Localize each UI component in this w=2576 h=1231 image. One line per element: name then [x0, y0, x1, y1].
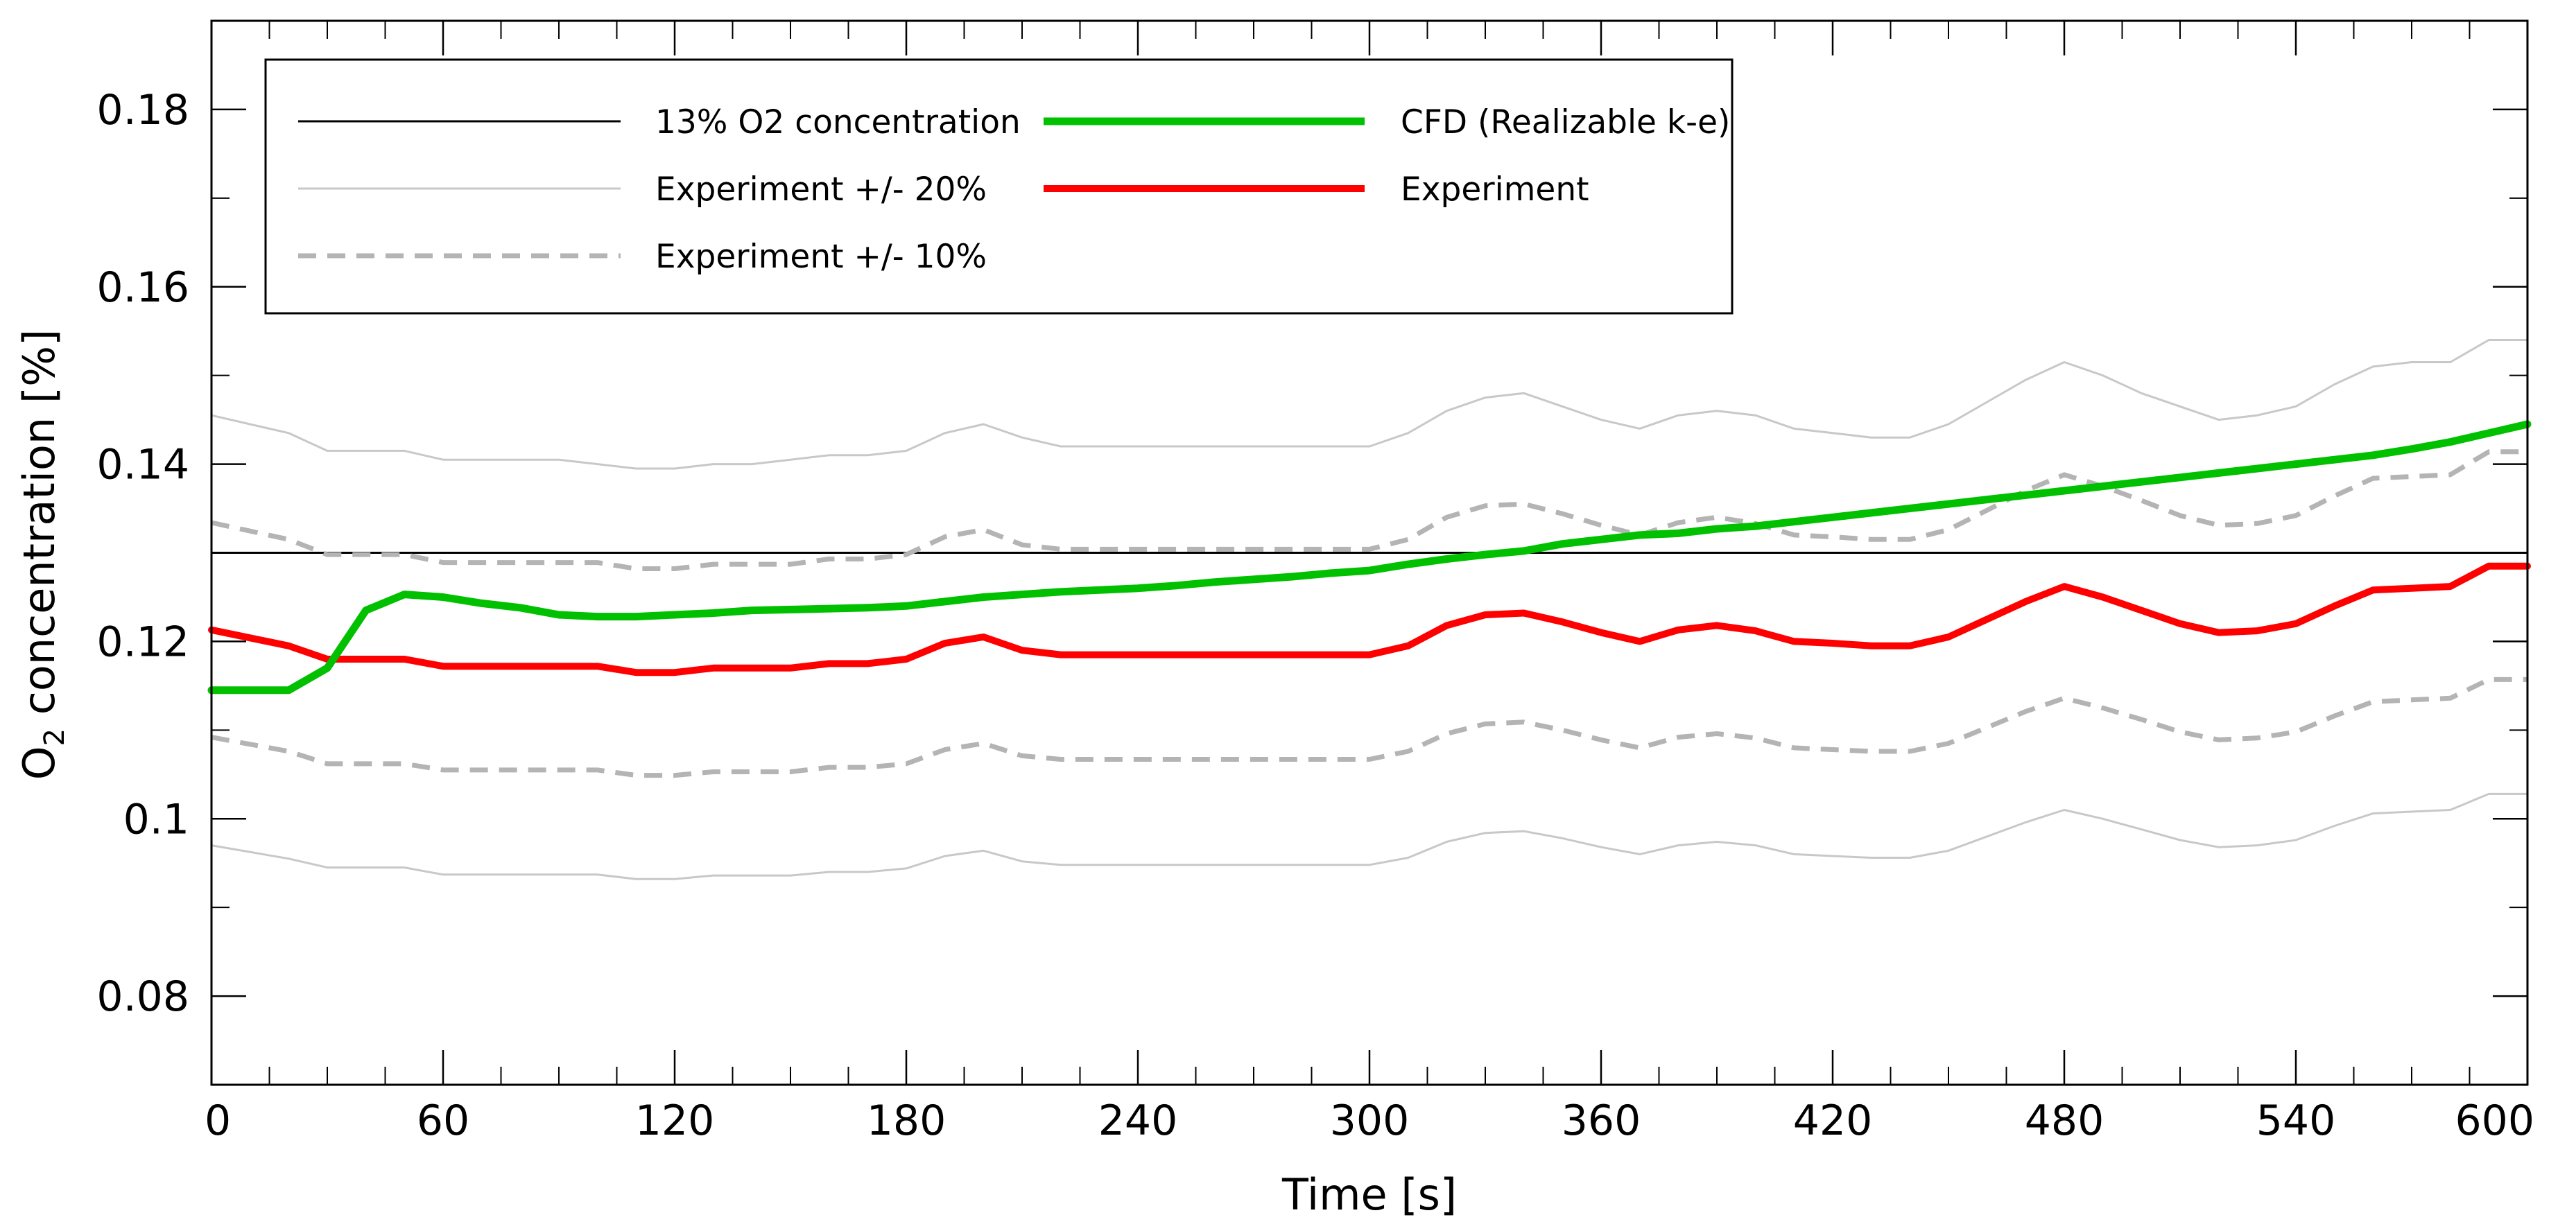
y-axis-title-subscript: 2	[39, 728, 71, 746]
legend-label-cfd-realizable-k-e: CFD (Realizable k-e)	[1401, 103, 1730, 141]
y-tick-label: 0.12	[96, 618, 189, 666]
ticks-layer	[210, 21, 2529, 1085]
tick-labels-layer: 0.08 0.1 0.12 0.14 0.16 0.18 0 60 120 180 240 300 36…	[96, 86, 2534, 1145]
legend-items: 13% O2 concentration Experiment +/- 20% Ex…	[298, 103, 1730, 276]
y-axis-title: O2 concentration [%]	[14, 329, 71, 780]
y-tick-label: 0.16	[96, 263, 189, 312]
series-experiment-10-upper	[211, 449, 2527, 571]
x-tick-label: 420	[1793, 1097, 1873, 1145]
y-axis-title-rest: concentration [%]	[14, 329, 64, 728]
legend-box	[264, 58, 1734, 315]
series-cfd-realizable-k-e	[207, 420, 2532, 695]
series-layer	[207, 339, 2532, 880]
series-experiment-20-lower	[211, 792, 2527, 880]
legend-label-experiment: Experiment	[1401, 171, 1589, 209]
x-tick-label: 0	[205, 1097, 231, 1145]
legend: 13% O2 concentration Experiment +/- 20% Ex…	[264, 58, 1734, 315]
x-axis-title: Time [s]	[1281, 1169, 1457, 1220]
series-experiment-10-lower	[211, 676, 2527, 778]
legend-label-13-o2-concentration: 13% O2 concentration	[655, 103, 1021, 141]
y-axis-title-base: O	[14, 746, 64, 780]
y-tick-label: 0.18	[96, 86, 189, 134]
x-tick-label: 600	[2455, 1097, 2534, 1145]
y-tick-label: 0.14	[96, 441, 189, 489]
x-tick-label: 240	[1098, 1097, 1178, 1145]
x-tick-label: 120	[635, 1097, 715, 1145]
x-tick-label: 60	[417, 1097, 469, 1145]
series-experiment-20-upper	[211, 339, 2527, 470]
x-tick-label: 540	[2256, 1097, 2336, 1145]
y-tick-label: 0.1	[123, 795, 189, 844]
x-tick-label: 480	[2025, 1097, 2104, 1145]
series-experiment	[208, 562, 2531, 676]
x-tick-label: 300	[1330, 1097, 1410, 1145]
y-tick-label: 0.08	[96, 972, 189, 1021]
legend-label-experiment-10: Experiment +/- 10%	[655, 238, 987, 276]
x-tick-label: 360	[1562, 1097, 1641, 1145]
x-tick-label: 180	[867, 1097, 946, 1145]
legend-label-experiment-20: Experiment +/- 20%	[655, 171, 987, 209]
